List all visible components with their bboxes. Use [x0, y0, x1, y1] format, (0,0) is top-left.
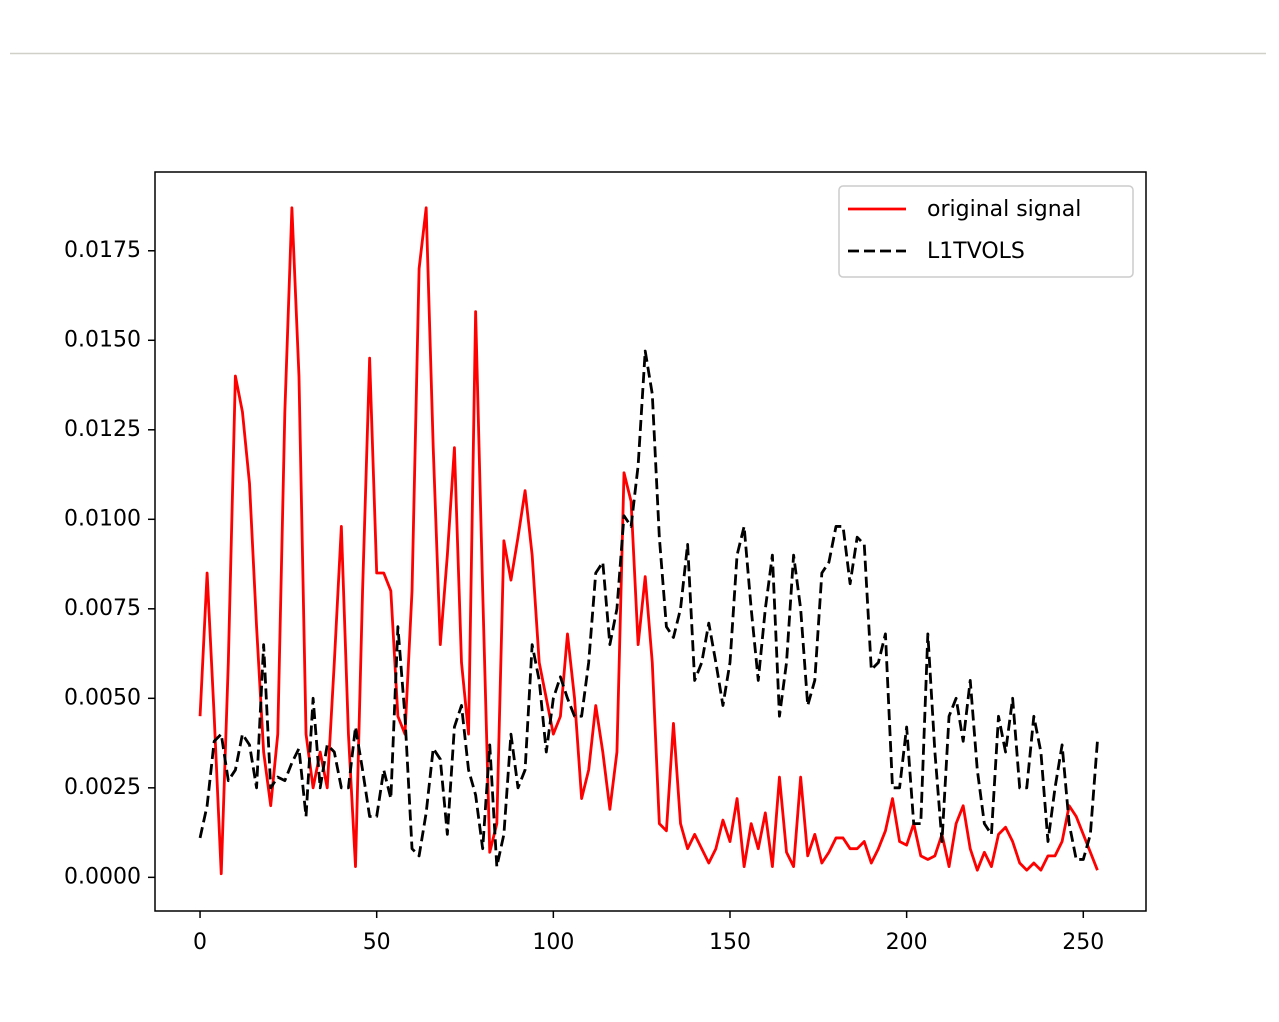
series-line [198, 206, 1099, 876]
legend-box [838, 185, 1134, 278]
x-tick-label: 100 [532, 930, 574, 955]
x-tick-label: 50 [363, 930, 391, 955]
y-tick-label: 0.0150 [64, 327, 141, 352]
y-tick-label: 0.0075 [64, 596, 141, 621]
y-tick-label: 0.0100 [64, 506, 141, 531]
y-tick-label: 0.0050 [64, 685, 141, 710]
y-tick-label: 0.0175 [64, 238, 141, 263]
plot-area [198, 206, 1099, 876]
legend-label: original signal [927, 197, 1081, 222]
axes-frame [154, 171, 1147, 912]
legend-label: L1TVOLS [927, 239, 1025, 264]
x-tick-label: 150 [709, 930, 751, 955]
x-tick-label: 250 [1062, 930, 1104, 955]
y-tick-label: 0.0025 [64, 775, 141, 800]
x-tick-label: 0 [193, 930, 207, 955]
y-tick-label: 0.0000 [64, 864, 141, 889]
x-tick-label: 200 [886, 930, 928, 955]
y-tick-label: 0.0125 [64, 417, 141, 442]
series-line [198, 349, 1099, 868]
